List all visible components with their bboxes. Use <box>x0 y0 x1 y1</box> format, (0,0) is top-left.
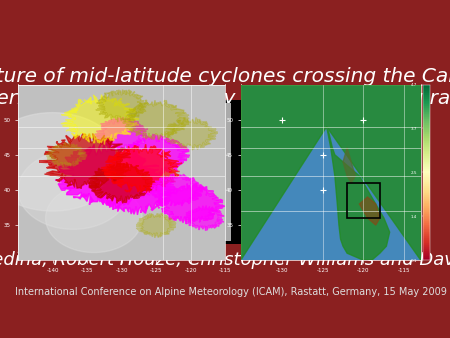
Polygon shape <box>94 117 148 150</box>
Polygon shape <box>241 84 421 260</box>
FancyBboxPatch shape <box>70 103 230 241</box>
Polygon shape <box>164 118 218 150</box>
Polygon shape <box>343 148 356 183</box>
Polygon shape <box>18 151 128 229</box>
Polygon shape <box>46 142 87 167</box>
Polygon shape <box>184 206 224 231</box>
Text: International Conference on Alpine Meteorology (ICAM), Rastatt, Germany, 15 May : International Conference on Alpine Meteo… <box>15 287 446 296</box>
Polygon shape <box>150 173 204 206</box>
Text: Socorro Medina, Robert Houze, Christopher Williams and David Kingsmill: Socorro Medina, Robert Houze, Christophe… <box>0 251 450 269</box>
Text: Structure of mid-latitude cyclones crossing the California
Sierra Nevada as seen: Structure of mid-latitude cyclones cross… <box>0 67 450 107</box>
Polygon shape <box>94 166 175 215</box>
Polygon shape <box>39 134 130 191</box>
Polygon shape <box>156 184 225 224</box>
Polygon shape <box>0 113 122 211</box>
Bar <box>347 183 380 218</box>
Polygon shape <box>136 213 176 238</box>
Polygon shape <box>55 143 162 208</box>
Polygon shape <box>61 95 139 144</box>
Polygon shape <box>123 100 189 140</box>
Polygon shape <box>101 144 182 193</box>
FancyBboxPatch shape <box>68 100 393 244</box>
Polygon shape <box>88 162 155 203</box>
Polygon shape <box>96 90 149 122</box>
Polygon shape <box>45 184 142 252</box>
Polygon shape <box>123 134 190 175</box>
Polygon shape <box>360 197 380 225</box>
